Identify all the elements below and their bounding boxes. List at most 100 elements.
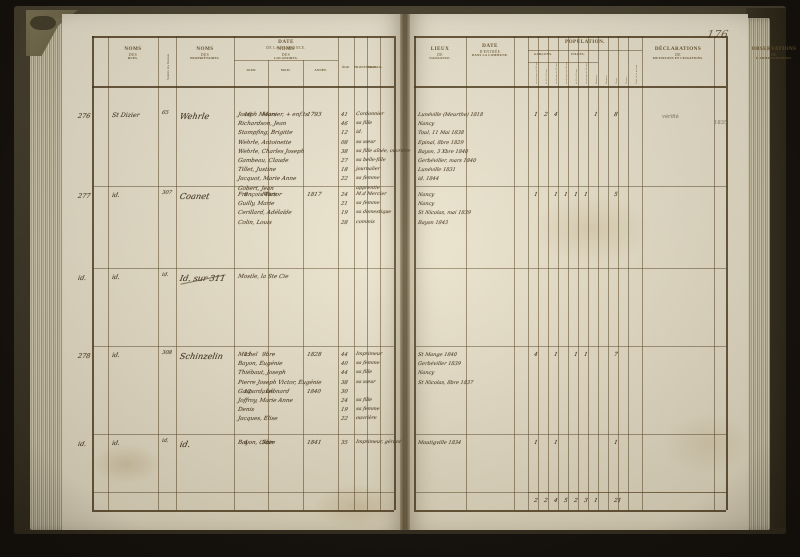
header-pop-col: de 16 à 21 ans [545,68,548,84]
column-rule [618,36,619,510]
cell-profession: sa sœur [355,379,376,385]
column-rule [628,36,629,510]
cell-profession: sa femme [355,176,380,182]
header-numero-maisons: Numéro des Maisons [166,53,170,80]
cell-locataire: Wehrle, Antoinette [237,139,292,146]
totals-population-count: 4 [553,498,559,504]
header-pop-col: au-dessous de 16 ans [535,61,538,84]
cell-population-count: 1 [553,192,559,198]
cell-population-count: 1 [613,440,619,446]
cell-profession: sa fille [355,121,373,127]
population-subgroup-rule [528,62,598,63]
cell-age: 44 [340,370,349,377]
cell-profession: Imprimeur, gérant [355,440,402,445]
open-page-spread: 176 Noms des rues. Noms des propriétaires. Nom… [62,14,796,530]
totals-population-count: 3 [583,498,589,504]
population-group-rule [528,50,642,51]
cell-proprietaire: id. [179,439,192,449]
cell-numero-maison: id. [161,438,170,444]
cell-population-count: 1 [533,112,539,118]
column-rule [234,36,235,510]
cell-age: 18 [340,167,349,174]
column-rule [598,36,599,510]
date-group-rule [234,60,338,61]
cell-lieu-naissance: Nancy [417,192,435,198]
cell-locataire: Tillet, Justine [237,167,277,174]
column-rule [338,36,339,510]
cell-naissance2-annee: 1840 [306,388,322,395]
cell-profession: sa femme [355,201,380,207]
cell-lieu-naissance: St Mange 1840 [417,352,458,358]
table-bottom-rule [414,510,726,512]
cell-locataire: Stampfing, Brigitte [237,130,294,137]
row-rule [92,268,394,269]
cell-lieu-naissance: Gerbéviller, mars 1840 [417,158,477,164]
column-rule [176,36,177,510]
cell-naissance-mois: 9bre [261,352,276,358]
header-population: Population. [565,39,605,45]
cell-naissance-mois: 9bre [261,440,276,446]
cell-population-count: 1 [563,192,569,198]
header-pop-filles: Filles. [571,52,585,56]
header-pop-col: Veuves [625,76,628,84]
cell-proprietaire: Coanet [179,191,211,201]
cell-age: 12 [340,130,349,137]
cell-age: 46 [340,121,349,128]
cell-profession: sa fille [355,398,373,403]
column-rule [394,36,396,510]
totals-population-count: 1 [593,498,599,504]
column-rule [588,36,589,510]
cell-age: 30 [340,388,349,395]
cell-age: 38 [340,379,349,386]
cell-lieu-naissance: Bayon, 3 Xbre 1840 [417,148,469,155]
header-age: âge. [341,65,351,69]
cell-naissance-jour: 16 [243,112,252,118]
cell-population-count: 4 [553,112,559,118]
cell-rue: id. [111,440,121,447]
column-rule [726,36,728,510]
record-order-number: id. [77,274,88,282]
cell-profession: apprentie [355,185,381,191]
totals-population-count: 2 [543,498,549,504]
cell-population-count: 1 [573,352,579,358]
header-pop-garcons: Garçons. [533,52,553,56]
header-lieux-naissance: Lieux de naissance. [429,46,451,61]
totals-population-count: 2 [573,498,579,504]
table-top-rule [92,36,394,38]
cell-profession: sa fille [355,370,373,376]
header-profession: profession. [354,65,378,69]
totals-population-count: 21 [613,498,622,504]
cell-profession: sa belle-fille [355,158,386,163]
cell-profession: sa domestique [355,210,392,216]
row-rule [92,346,394,347]
cell-rue: id. [111,192,121,199]
column-rule [108,36,109,510]
totals-population-count: 2 [533,498,539,504]
cell-population-count: 7 [613,352,619,358]
cell-naissance-annee: 1841 [306,440,322,446]
cell-lieu-naissance: id. 1844 [417,176,440,183]
cell-numero-maison: 65 [161,110,170,116]
cell-locataire: Denis [237,407,255,414]
cell-lieu-naissance: St Nicolas, 8bre 1837 [417,379,474,386]
header-noms-locataires: Noms des locataires. [274,46,298,61]
cell-locataire: Jacquot, Marie Anne [237,176,297,183]
column-rule [158,36,159,510]
table-top-rule [414,36,726,38]
cell-population-count: 1 [583,352,589,358]
cell-lieu-naissance: Nancy [417,121,435,128]
record-order-number: 276 [77,112,92,120]
cell-population-count: 1 [533,440,539,446]
header-pop-col: Veufs [615,78,618,84]
cell-population-count: 1 [553,352,559,358]
cell-rue: id. [111,274,121,281]
cell-population-count: 2 [543,112,549,118]
cell-age: 22 [340,416,349,423]
cell-population-count: 1 [533,192,539,198]
right-page [406,14,748,530]
column-rule [380,36,381,510]
cell-proprietaire: Schinzelin [179,351,225,361]
header-pop-col: de 16 à 21 ans [575,68,578,84]
column-rule [92,36,94,510]
